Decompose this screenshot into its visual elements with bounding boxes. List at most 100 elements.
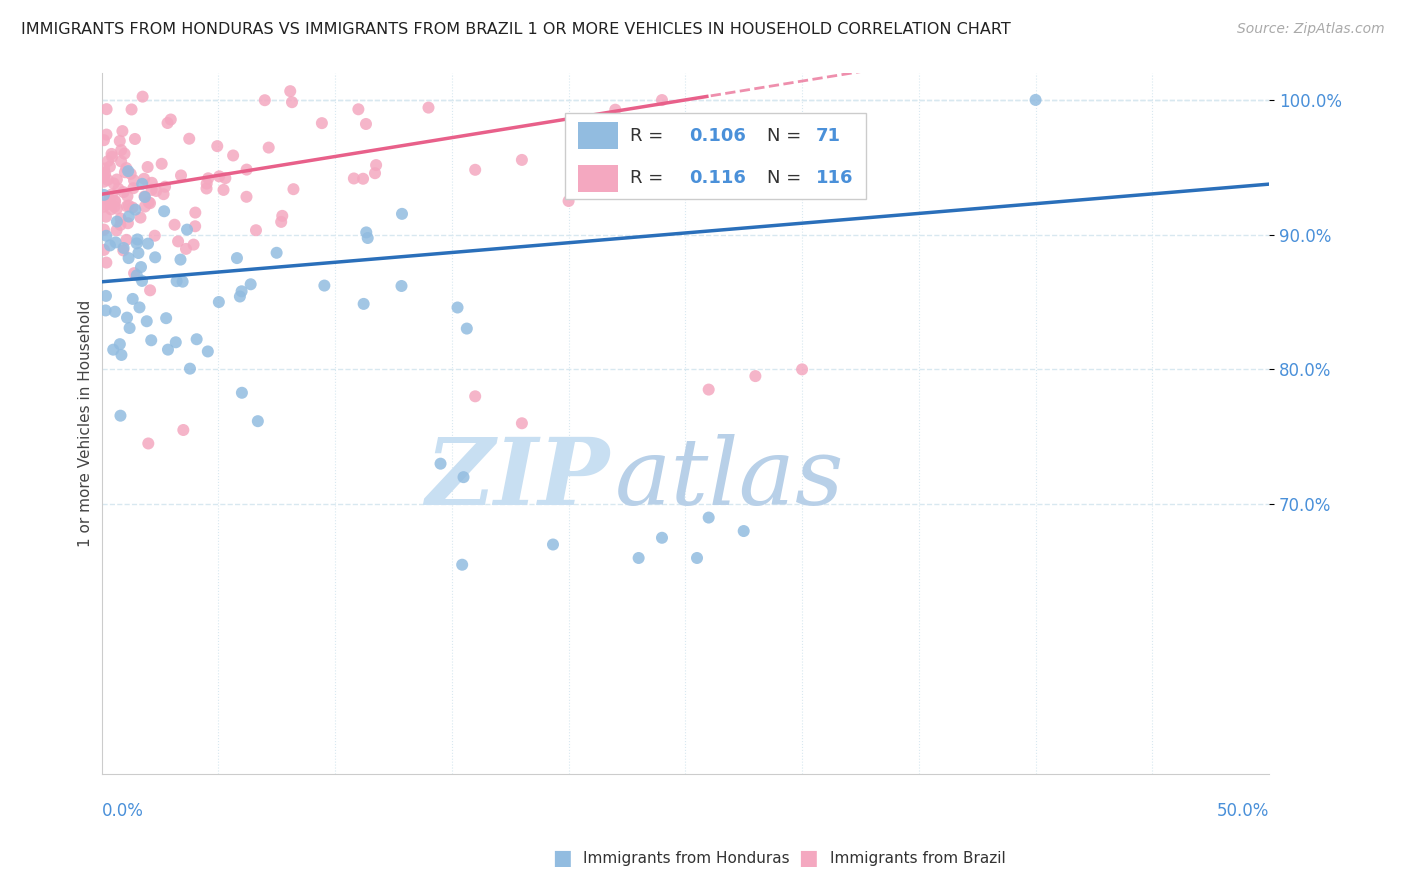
- Point: [127, 246, 149, 260]
- Point: [110, 211, 132, 226]
- Point: [172, 275, 194, 289]
- Point: [103, 177, 125, 191]
- Point: [429, 457, 451, 471]
- Point: [93, 166, 115, 180]
- Point: [93, 200, 115, 214]
- Point: [100, 196, 122, 211]
- Point: [138, 195, 160, 210]
- Text: atlas: atlas: [616, 434, 845, 524]
- Point: [364, 166, 387, 180]
- Point: [117, 189, 139, 203]
- Point: [226, 251, 249, 265]
- Point: [131, 274, 153, 288]
- Point: [314, 278, 336, 293]
- Y-axis label: 1 or more Vehicles in Household: 1 or more Vehicles in Household: [79, 300, 93, 547]
- Point: [134, 200, 156, 214]
- Point: [105, 223, 128, 237]
- Point: [93, 161, 115, 176]
- Point: [98, 238, 121, 252]
- Point: [139, 283, 162, 297]
- Point: [156, 116, 179, 130]
- Text: 116: 116: [815, 169, 853, 187]
- Point: [110, 218, 132, 232]
- Point: [510, 417, 533, 431]
- Point: [270, 215, 292, 229]
- Point: [179, 132, 201, 146]
- Point: [207, 139, 229, 153]
- Point: [391, 207, 413, 221]
- Text: N =: N =: [766, 169, 801, 187]
- Point: [541, 537, 564, 551]
- Point: [115, 233, 138, 247]
- Point: [110, 409, 132, 423]
- Point: [97, 154, 120, 169]
- Point: [183, 237, 205, 252]
- Point: [733, 524, 755, 538]
- Point: [456, 321, 478, 335]
- Point: [311, 116, 333, 130]
- Point: [105, 202, 128, 216]
- Point: [152, 187, 174, 202]
- Point: [110, 143, 132, 157]
- Point: [174, 242, 197, 256]
- Text: 0.116: 0.116: [689, 169, 747, 187]
- Point: [117, 216, 139, 230]
- Point: [145, 184, 167, 198]
- Point: [94, 167, 117, 181]
- Point: [128, 301, 150, 315]
- Point: [115, 310, 138, 325]
- Point: [100, 202, 122, 217]
- Point: [143, 250, 166, 264]
- Point: [253, 93, 276, 107]
- Point: [166, 274, 188, 288]
- Point: [93, 222, 115, 236]
- Point: [214, 171, 236, 186]
- Point: [141, 183, 163, 197]
- Point: [105, 214, 128, 228]
- Point: [155, 311, 177, 326]
- Point: [122, 266, 145, 280]
- Text: 71: 71: [815, 127, 841, 145]
- Point: [136, 436, 159, 450]
- Point: [112, 244, 135, 258]
- Point: [605, 155, 627, 169]
- Point: [453, 470, 475, 484]
- Text: R =: R =: [630, 127, 669, 145]
- Text: Source: ZipAtlas.com: Source: ZipAtlas.com: [1237, 22, 1385, 37]
- Point: [105, 172, 128, 186]
- Point: [366, 158, 388, 172]
- Point: [122, 181, 145, 195]
- Point: [235, 190, 257, 204]
- FancyBboxPatch shape: [565, 113, 866, 199]
- Point: [627, 551, 650, 566]
- Text: N =: N =: [766, 127, 801, 145]
- Point: [103, 343, 125, 357]
- Point: [464, 162, 486, 177]
- Point: [96, 128, 118, 142]
- Point: [135, 314, 157, 328]
- Point: [231, 285, 253, 299]
- Point: [104, 194, 127, 209]
- Point: [100, 147, 122, 161]
- Point: [231, 385, 253, 400]
- Point: [101, 187, 124, 202]
- Point: [117, 198, 139, 212]
- Point: [104, 304, 127, 318]
- Point: [114, 146, 136, 161]
- FancyBboxPatch shape: [578, 165, 619, 192]
- Point: [184, 219, 207, 234]
- Text: 50.0%: 50.0%: [1216, 802, 1270, 820]
- Point: [153, 204, 176, 219]
- Point: [229, 289, 252, 303]
- Point: [557, 194, 579, 208]
- Point: [239, 277, 262, 292]
- Point: [464, 389, 486, 403]
- Point: [744, 369, 766, 384]
- Point: [117, 251, 139, 265]
- Point: [686, 551, 709, 566]
- Point: [195, 177, 218, 191]
- Point: [93, 188, 115, 202]
- Point: [115, 161, 138, 175]
- Point: [110, 348, 132, 362]
- Point: [165, 335, 187, 350]
